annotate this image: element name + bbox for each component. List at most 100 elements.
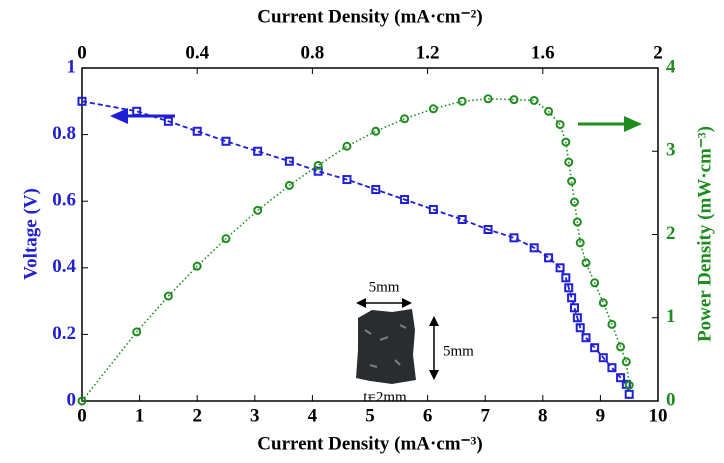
point [192,126,202,136]
point [569,197,579,207]
point [624,380,634,390]
point [284,180,294,190]
y-tick-label: 0.4 [52,256,76,277]
point [253,146,263,156]
point [572,217,582,227]
annotation: 5mm [369,279,400,295]
inset-sample [356,298,439,384]
x-tick-label: 6 [423,405,433,426]
y-tick-label: 0.6 [52,190,76,211]
x-axis-title: Current Density (mA·cm⁻³) [257,433,482,454]
annotation: 5mm [443,343,474,359]
point [607,363,617,373]
point [575,238,585,248]
x2-tick-label: 1.6 [531,42,555,63]
x-tick-label: 8 [538,405,548,426]
point [590,343,600,353]
x-tick-label: 4 [308,405,318,426]
point [428,205,438,215]
x-tick-label: 3 [250,405,260,426]
x-tick-label: 9 [596,405,606,426]
y2-tick-label: 0 [666,389,676,410]
point [555,120,565,130]
point [132,327,142,337]
x-tick-label: 0 [77,405,87,426]
point [598,298,608,308]
x-tick-label: 2 [192,405,202,426]
point [567,176,577,186]
point [616,342,626,352]
series-line [81,98,630,402]
annotation: t=2mm [363,389,407,405]
point [572,313,582,323]
point [561,273,571,283]
point [457,215,467,225]
point [221,234,231,244]
point [253,205,263,215]
x-tick-label: 7 [480,405,490,426]
point [163,116,173,126]
x-tick-label: 10 [649,405,668,426]
point [598,353,608,363]
y-tick-label: 0.8 [52,123,76,144]
point [483,225,493,235]
x-tick-label: 1 [135,405,145,426]
point [509,95,519,105]
x2-tick-label: 0.8 [301,42,325,63]
point [529,243,539,253]
point [590,278,600,288]
point [371,185,381,195]
x2-tick-label: 2 [653,42,663,63]
point [77,96,87,106]
y-tick-label: 0.2 [52,323,76,344]
point [192,261,202,271]
point [509,233,519,243]
point [575,323,585,333]
point [400,114,410,124]
left-arrow [110,108,175,124]
y-axis-title: Voltage (V) [20,188,41,280]
x2-tick-label: 0 [77,42,87,63]
point [544,253,554,263]
right-arrow [578,116,642,132]
point [621,357,631,367]
x2-tick-label: 0.4 [185,42,209,63]
y2-axis-title: Power Density (mW·cm⁻³) [694,126,715,342]
point [607,319,617,329]
point [567,293,577,303]
point [313,166,323,176]
point [313,160,323,170]
point [483,94,493,104]
y-tick-label: 0 [67,389,77,410]
point [564,283,574,293]
point [564,157,574,167]
y2-tick-label: 2 [666,223,676,244]
point [77,396,87,406]
y2-tick-label: 3 [666,140,676,161]
x-tick-label: 5 [365,405,375,426]
point [132,106,142,116]
point [221,136,231,146]
y2-tick-label: 1 [666,306,676,327]
point [581,333,591,343]
y-tick-label: 1 [67,56,77,77]
point [555,263,565,273]
point [284,156,294,166]
series-line [81,100,631,395]
point [616,373,626,383]
point [544,106,554,116]
point [624,389,634,399]
point [342,175,352,185]
point [163,291,173,301]
point [561,137,571,147]
point [529,95,539,105]
point [428,104,438,114]
point [400,195,410,205]
point [342,141,352,151]
y2-tick-label: 4 [666,56,676,77]
point [581,258,591,268]
x2-axis-title: Current Density (mA·cm⁻²) [257,6,482,27]
point [457,96,467,106]
point [569,303,579,313]
